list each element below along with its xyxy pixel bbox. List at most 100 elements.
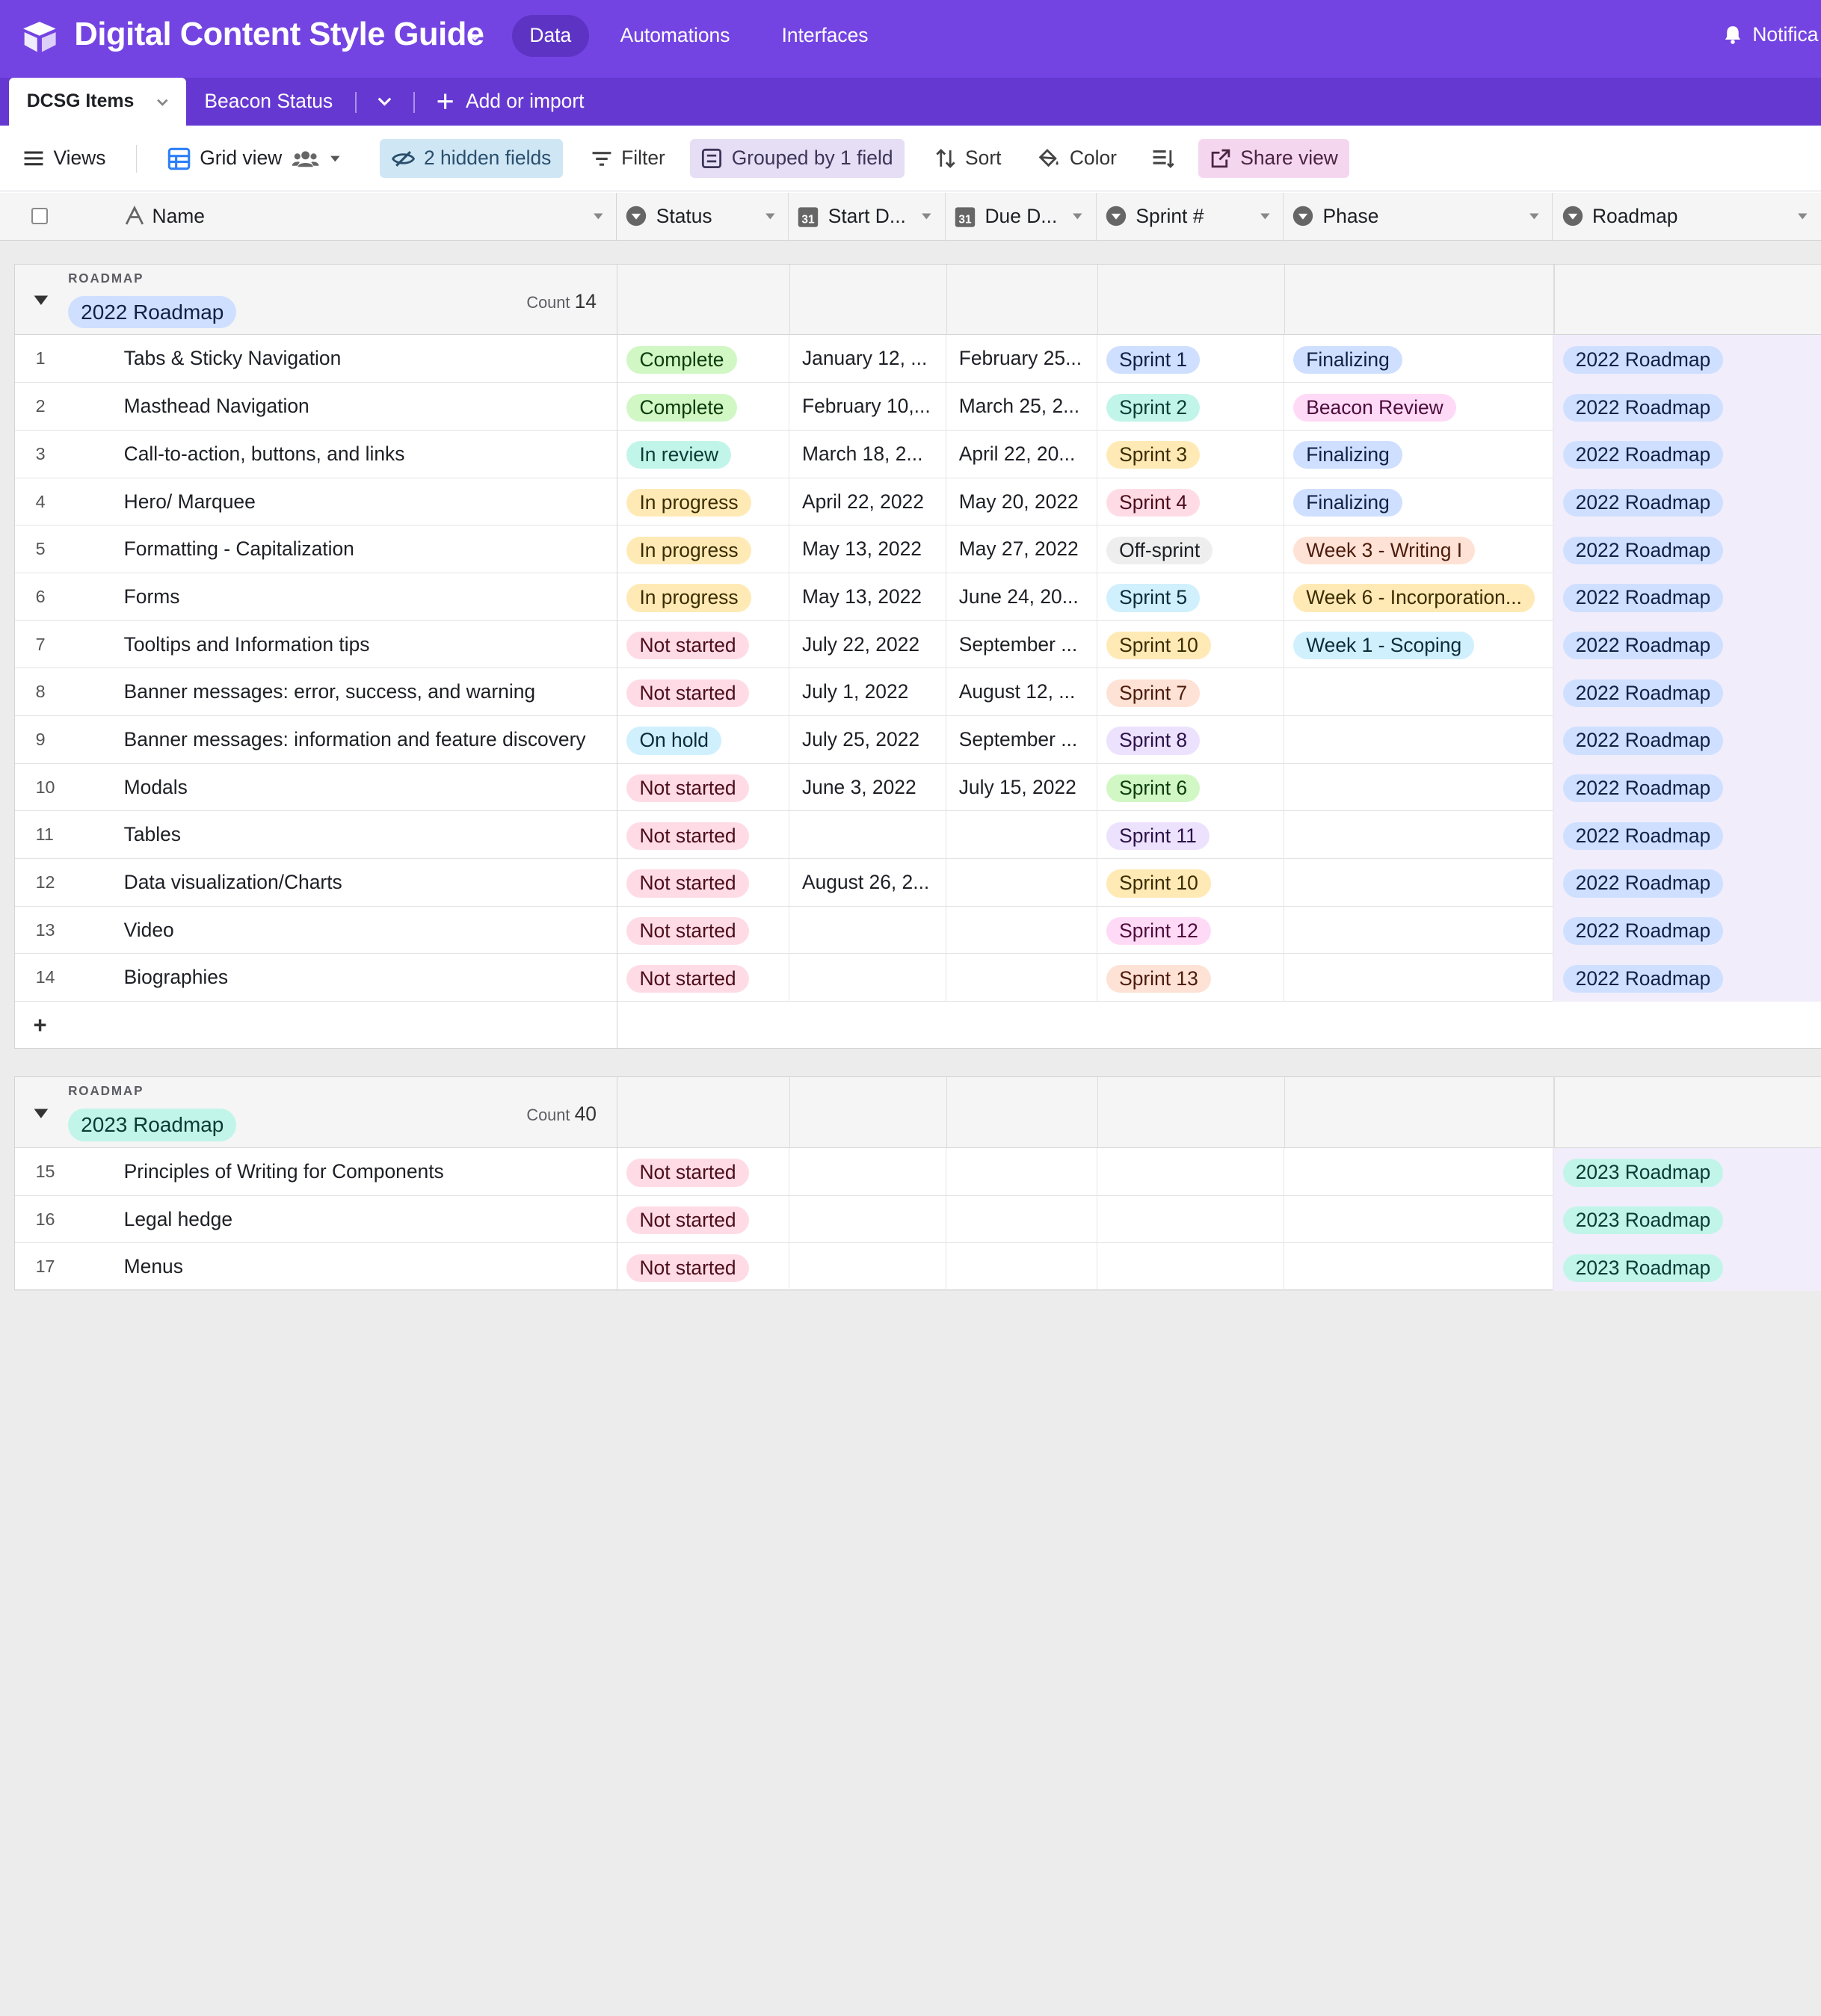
- nav-automations[interactable]: Automations: [620, 24, 730, 47]
- table-row[interactable]: 5 Formatting - Capitalization In progress M…: [14, 525, 1821, 573]
- name-cell[interactable]: Menus: [124, 1243, 617, 1291]
- name-cell[interactable]: Formatting - Capitalization: [124, 525, 617, 573]
- name-cell[interactable]: Tabs & Sticky Navigation: [124, 335, 617, 383]
- caret-down-icon[interactable]: [1258, 212, 1272, 221]
- start-date-cell[interactable]: February 10,...: [789, 383, 946, 431]
- status-cell[interactable]: Not started: [617, 763, 789, 812]
- select-all-checkbox[interactable]: [31, 208, 48, 224]
- name-cell[interactable]: Tables: [124, 811, 617, 859]
- sprint-cell[interactable]: Sprint 7: [1097, 668, 1284, 716]
- name-cell[interactable]: Banner messages: error, success, and war…: [124, 668, 617, 716]
- sprint-cell[interactable]: Sprint 13: [1097, 954, 1284, 1002]
- tab-beacon-status[interactable]: Beacon Status: [204, 90, 333, 113]
- due-date-cell[interactable]: June 24, 20...: [946, 573, 1097, 621]
- name-cell[interactable]: Modals: [124, 764, 617, 812]
- table-row[interactable]: 2 Masthead Navigation Complete February 10,…: [14, 383, 1821, 431]
- phase-cell[interactable]: [1284, 1147, 1554, 1196]
- due-date-cell[interactable]: February 25...: [946, 335, 1097, 383]
- group-button[interactable]: Grouped by 1 field: [689, 139, 905, 178]
- phase-cell[interactable]: Week 6 - Incorporation...: [1284, 573, 1554, 621]
- name-cell[interactable]: Video: [124, 907, 617, 955]
- sprint-cell[interactable]: Sprint 2: [1097, 383, 1284, 431]
- phase-cell[interactable]: Finalizing: [1284, 335, 1554, 383]
- phase-cell[interactable]: [1284, 906, 1554, 955]
- due-date-cell[interactable]: March 25, 2...: [946, 383, 1097, 431]
- table-row[interactable]: 17 Menus Not started 2023 Roadmap: [14, 1243, 1821, 1292]
- roadmap-cell[interactable]: 2022 Roadmap: [1553, 573, 1821, 621]
- column-header-sprint[interactable]: Sprint #: [1097, 192, 1284, 241]
- start-date-cell[interactable]: July 22, 2022: [789, 620, 946, 669]
- status-cell[interactable]: Not started: [617, 668, 789, 716]
- roadmap-cell[interactable]: 2022 Roadmap: [1553, 763, 1821, 812]
- caret-down-icon[interactable]: [1796, 212, 1810, 221]
- roadmap-cell[interactable]: 2022 Roadmap: [1553, 954, 1821, 1002]
- start-date-cell[interactable]: July 1, 2022: [789, 668, 946, 716]
- phase-cell[interactable]: Week 3 - Writing I: [1284, 525, 1554, 573]
- start-date-cell[interactable]: May 13, 2022: [789, 525, 946, 573]
- start-date-cell[interactable]: March 18, 2...: [789, 430, 946, 478]
- share-view-button[interactable]: Share view: [1198, 139, 1350, 178]
- roadmap-cell[interactable]: 2022 Roadmap: [1553, 811, 1821, 860]
- column-header-roadmap[interactable]: Roadmap: [1553, 193, 1821, 241]
- sprint-cell[interactable]: Sprint 8: [1097, 716, 1284, 764]
- roadmap-cell[interactable]: 2022 Roadmap: [1553, 383, 1821, 431]
- start-date-cell[interactable]: January 12, ...: [789, 335, 946, 383]
- status-cell[interactable]: Not started: [617, 954, 789, 1002]
- table-row[interactable]: 3 Call-to-action, buttons, and links In re…: [14, 430, 1821, 478]
- status-cell[interactable]: Not started: [617, 620, 789, 669]
- add-record-button[interactable]: +: [33, 1012, 47, 1039]
- sprint-cell[interactable]: Sprint 5: [1097, 573, 1284, 621]
- roadmap-cell[interactable]: 2023 Roadmap: [1553, 1243, 1821, 1292]
- start-date-cell[interactable]: August 26, 2...: [789, 859, 946, 907]
- roadmap-cell[interactable]: 2022 Roadmap: [1553, 716, 1821, 764]
- name-cell[interactable]: Tooltips and Information tips: [124, 621, 617, 669]
- due-date-cell[interactable]: [946, 1195, 1097, 1244]
- table-row[interactable]: 9 Banner messages: information and featur…: [14, 716, 1821, 764]
- filter-button[interactable]: Filter: [579, 139, 677, 177]
- table-row[interactable]: 12 Data visualization/Charts Not started Au…: [14, 859, 1821, 907]
- phase-cell[interactable]: [1284, 1195, 1554, 1244]
- sprint-cell[interactable]: Sprint 6: [1097, 763, 1284, 812]
- due-date-cell[interactable]: May 27, 2022: [946, 525, 1097, 573]
- roadmap-cell[interactable]: 2022 Roadmap: [1553, 906, 1821, 955]
- roadmap-cell[interactable]: 2022 Roadmap: [1553, 430, 1821, 478]
- tab-dcsg-items[interactable]: DCSG Items: [9, 78, 186, 126]
- column-header-status[interactable]: Status: [617, 192, 789, 241]
- phase-cell[interactable]: [1284, 716, 1554, 764]
- roadmap-cell[interactable]: 2022 Roadmap: [1553, 620, 1821, 669]
- start-date-cell[interactable]: [789, 811, 946, 860]
- status-cell[interactable]: Not started: [617, 1147, 789, 1196]
- table-row[interactable]: 13 Video Not started Sprint 12 2022 Roadmap: [14, 906, 1821, 955]
- phase-cell[interactable]: [1284, 668, 1554, 716]
- column-header-phase[interactable]: Phase: [1284, 192, 1553, 241]
- status-cell[interactable]: In progress: [617, 573, 789, 621]
- collapse-triangle-icon[interactable]: [33, 1108, 49, 1120]
- column-header-name[interactable]: Name: [0, 192, 617, 241]
- status-cell[interactable]: Complete: [617, 383, 789, 431]
- phase-cell[interactable]: Finalizing: [1284, 478, 1554, 526]
- status-cell[interactable]: Not started: [617, 906, 789, 955]
- table-row[interactable]: 10 Modals Not started June 3, 2022 July 15, …: [14, 763, 1821, 812]
- nav-data[interactable]: Data: [512, 15, 589, 58]
- due-date-cell[interactable]: [946, 811, 1097, 860]
- start-date-cell[interactable]: [789, 1195, 946, 1244]
- status-cell[interactable]: On hold: [617, 716, 789, 764]
- caret-down-icon[interactable]: [1070, 212, 1085, 221]
- status-cell[interactable]: Not started: [617, 1243, 789, 1292]
- sprint-cell[interactable]: Sprint 11: [1097, 811, 1284, 860]
- phase-cell[interactable]: [1284, 763, 1554, 812]
- name-cell[interactable]: Principles of Writing for Components: [124, 1148, 617, 1196]
- add-or-import-button[interactable]: Add or import: [437, 78, 584, 126]
- view-switcher-button[interactable]: Grid view: [155, 139, 354, 177]
- sort-button[interactable]: Sort: [923, 139, 1013, 177]
- start-date-cell[interactable]: June 3, 2022: [789, 763, 946, 812]
- status-cell[interactable]: Complete: [617, 335, 789, 383]
- due-date-cell[interactable]: April 22, 20...: [946, 430, 1097, 478]
- views-toggle-button[interactable]: Views: [12, 139, 117, 177]
- caret-down-icon[interactable]: [763, 212, 777, 221]
- sprint-cell[interactable]: Off-sprint: [1097, 525, 1284, 573]
- hidden-fields-button[interactable]: 2 hidden fields: [380, 139, 563, 178]
- table-row[interactable]: 16 Legal hedge Not started 2023 Roadmap: [14, 1195, 1821, 1244]
- column-header-start-date[interactable]: 31 Start D...: [789, 192, 946, 241]
- table-row[interactable]: 15 Principles of Writing for Components No…: [14, 1147, 1821, 1196]
